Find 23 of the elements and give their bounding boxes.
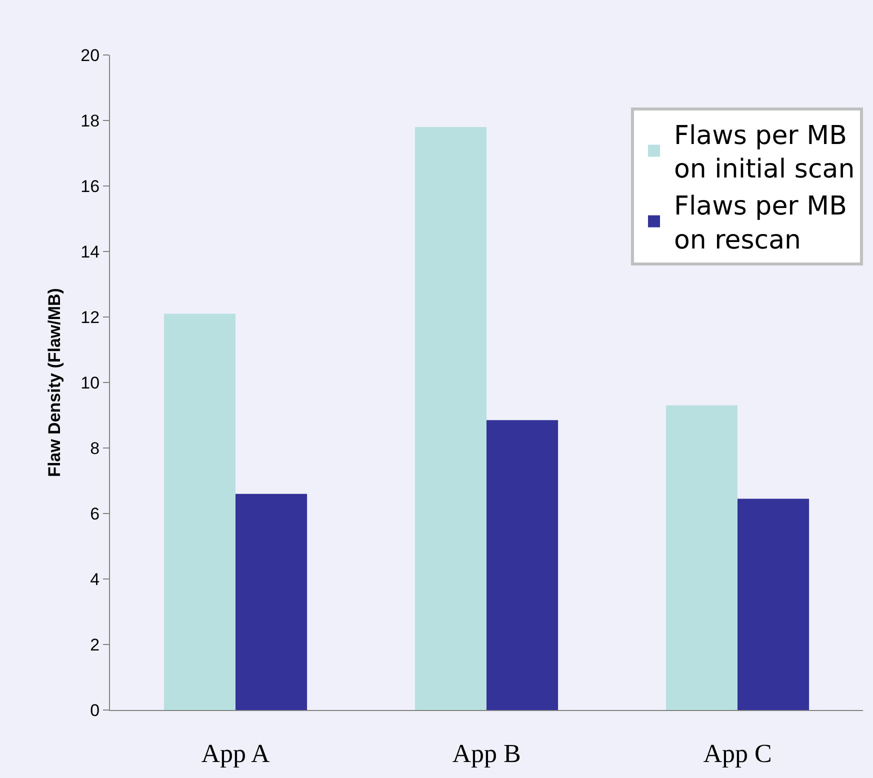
x-tick-label: App C xyxy=(703,739,772,768)
y-tick-label: 10 xyxy=(80,373,100,392)
y-tick-label: 6 xyxy=(90,504,100,524)
y-tick-label: 4 xyxy=(90,570,100,589)
y-tick-label: 12 xyxy=(80,308,100,327)
y-tick-label: 8 xyxy=(90,438,100,458)
y-tick-label: 18 xyxy=(80,111,100,130)
y-tick-label: 14 xyxy=(80,242,100,262)
bar xyxy=(666,405,738,710)
bar xyxy=(414,127,486,710)
bar xyxy=(164,314,236,710)
y-tick-label: 16 xyxy=(80,176,100,196)
y-axis-title: Flaw Density (Flaw/MB) xyxy=(45,288,64,477)
bar xyxy=(486,420,558,710)
y-tick-label: 20 xyxy=(80,46,100,65)
legend-label: Flaws per MB on rescan xyxy=(674,192,847,256)
y-tick-label: 0 xyxy=(90,700,100,720)
x-tick-label: App A xyxy=(201,739,270,768)
bar xyxy=(236,494,308,710)
x-tick-label: App B xyxy=(452,739,521,768)
legend-label: Flaws per MB on initial scan xyxy=(674,120,855,185)
y-tick-label: 2 xyxy=(90,635,100,654)
bar xyxy=(738,498,810,710)
